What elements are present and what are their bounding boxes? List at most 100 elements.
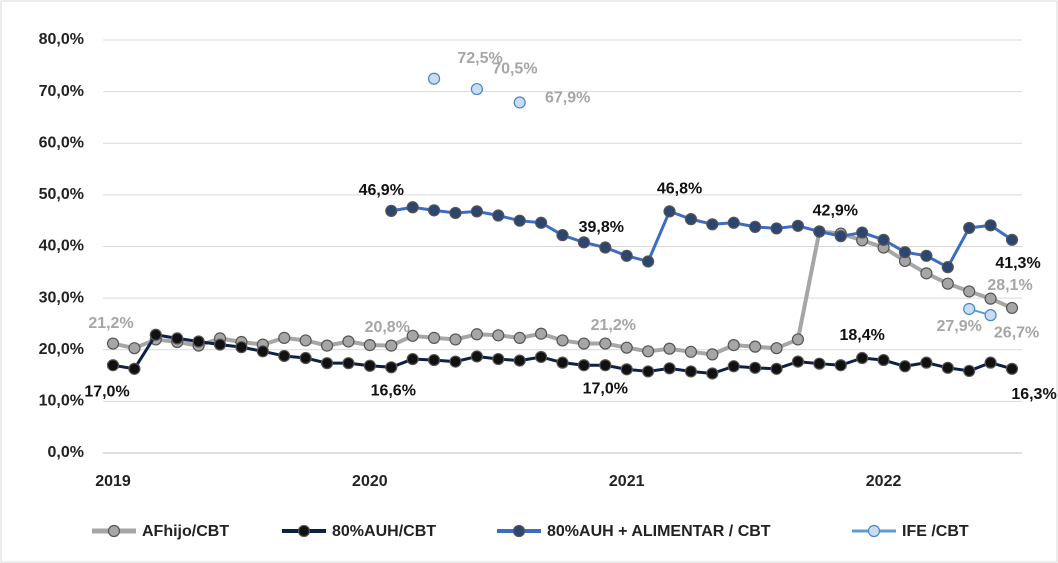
point bbox=[149, 328, 162, 341]
point bbox=[727, 360, 740, 373]
point bbox=[492, 352, 505, 366]
point bbox=[663, 362, 676, 375]
point bbox=[406, 201, 419, 214]
point bbox=[449, 355, 462, 368]
point bbox=[791, 355, 805, 368]
point bbox=[106, 337, 120, 350]
point bbox=[599, 241, 612, 254]
point bbox=[834, 359, 847, 372]
point bbox=[727, 216, 740, 229]
data-label: 42,9% bbox=[813, 203, 858, 220]
point bbox=[299, 351, 312, 365]
point bbox=[877, 233, 890, 246]
data-label: 41,3% bbox=[995, 255, 1040, 272]
point bbox=[642, 255, 655, 268]
point bbox=[898, 360, 912, 373]
point bbox=[749, 361, 762, 374]
x-tick-label: 2022 bbox=[866, 473, 902, 490]
point bbox=[492, 329, 505, 342]
legend-label: 80%AUH + ALIMENTAR / CBT bbox=[547, 523, 771, 540]
point bbox=[385, 204, 398, 217]
point bbox=[706, 218, 719, 231]
legend-label: IFE /CBT bbox=[902, 523, 969, 540]
point bbox=[749, 340, 762, 353]
point bbox=[106, 359, 120, 372]
point bbox=[1005, 362, 1019, 375]
point bbox=[513, 214, 526, 227]
data-label: 21,2% bbox=[88, 315, 133, 332]
point bbox=[663, 342, 676, 355]
point bbox=[406, 329, 419, 342]
point bbox=[684, 365, 698, 378]
data-label: 70,5% bbox=[492, 60, 537, 77]
point bbox=[963, 221, 976, 235]
point bbox=[663, 205, 676, 218]
point bbox=[470, 350, 483, 363]
point bbox=[813, 225, 826, 238]
data-label: 17,0% bbox=[84, 383, 129, 400]
point bbox=[898, 246, 912, 259]
y-tick-label: 0,0% bbox=[48, 444, 84, 461]
point bbox=[235, 341, 248, 354]
data-label: 28,1% bbox=[987, 277, 1032, 294]
point bbox=[984, 309, 997, 322]
point bbox=[984, 219, 997, 232]
point bbox=[963, 302, 976, 316]
point bbox=[791, 219, 805, 232]
point bbox=[342, 357, 355, 370]
point bbox=[834, 230, 847, 243]
point bbox=[577, 236, 591, 249]
point bbox=[470, 205, 483, 218]
point bbox=[1005, 233, 1019, 246]
point bbox=[920, 356, 933, 369]
point bbox=[192, 335, 205, 348]
point bbox=[856, 351, 869, 365]
y-tick-label: 20,0% bbox=[39, 341, 84, 358]
point bbox=[513, 354, 526, 367]
data-label: 16,6% bbox=[371, 383, 416, 400]
point bbox=[171, 332, 184, 345]
point bbox=[427, 72, 441, 85]
point bbox=[727, 339, 740, 352]
point bbox=[770, 342, 783, 355]
x-tick-label: 2019 bbox=[95, 473, 131, 490]
point bbox=[556, 356, 569, 369]
data-label: 46,8% bbox=[657, 181, 702, 198]
data-label: 21,2% bbox=[591, 317, 636, 334]
point bbox=[620, 249, 633, 262]
point bbox=[449, 333, 462, 346]
point bbox=[813, 357, 826, 370]
point bbox=[556, 229, 569, 242]
point bbox=[1005, 301, 1019, 315]
point bbox=[470, 82, 483, 96]
legend-marker bbox=[867, 524, 881, 538]
y-tick-label: 30,0% bbox=[39, 289, 84, 306]
point bbox=[599, 359, 612, 372]
point bbox=[577, 359, 591, 372]
point bbox=[984, 292, 997, 305]
data-label: 26,7% bbox=[994, 324, 1039, 341]
point bbox=[299, 334, 312, 347]
legend-label: 80%AUH/CBT bbox=[332, 523, 436, 540]
point bbox=[406, 352, 419, 366]
data-label: 16,3% bbox=[1011, 386, 1056, 403]
point bbox=[684, 345, 698, 358]
y-tick-label: 70,0% bbox=[39, 83, 84, 100]
point bbox=[920, 267, 933, 280]
point bbox=[534, 350, 548, 364]
point bbox=[984, 356, 997, 369]
point bbox=[642, 365, 655, 378]
y-tick-label: 80,0% bbox=[39, 31, 84, 48]
point bbox=[449, 206, 462, 220]
point bbox=[513, 96, 526, 109]
point bbox=[128, 342, 141, 355]
data-label: 18,4% bbox=[839, 327, 884, 344]
point bbox=[791, 333, 805, 346]
point bbox=[684, 213, 698, 226]
data-label: 39,8% bbox=[579, 219, 624, 236]
data-label: 27,9% bbox=[937, 318, 982, 335]
y-tick-label: 50,0% bbox=[39, 186, 84, 203]
point bbox=[320, 357, 334, 370]
